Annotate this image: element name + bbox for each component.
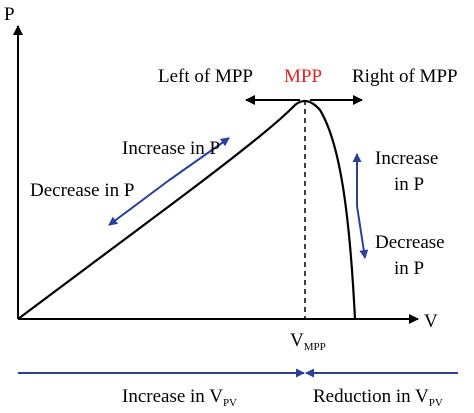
right-decrease-line2: in P (394, 258, 424, 279)
bottom-reduction-label: Reduction in VPV (313, 386, 443, 409)
bottom-reduction-main: Reduction in V (313, 386, 429, 407)
left-increase-label: Increase in P (122, 138, 220, 159)
left-decrease-label: Decrease in P (30, 180, 134, 201)
y-axis-label: P (4, 4, 15, 25)
vmpp-label: VMPP (290, 330, 326, 353)
left-blue-arrow-up (167, 137, 230, 182)
right-increase-line2: in P (394, 174, 424, 195)
mpp-label: MPP (284, 66, 322, 87)
left-blue-arrow-down (108, 180, 169, 226)
vmpp-label-main: V (290, 330, 304, 351)
right-decrease-line1: Decrease (375, 232, 445, 253)
right-increase-line1: Increase (375, 148, 438, 169)
left-of-mpp-label: Left of MPP (158, 66, 253, 87)
bottom-increase-sub: PV (223, 397, 237, 409)
bottom-increase-label: Increase in VPV (122, 386, 237, 409)
right-blue-arrow-down (356, 205, 369, 259)
pv-curve (17, 99, 357, 320)
vmpp-label-sub: MPP (304, 341, 326, 353)
right-of-mpp-label: Right of MPP (352, 66, 458, 87)
x-axis-label: V (424, 311, 438, 332)
bottom-reduction-sub: PV (429, 397, 443, 409)
bottom-increase-main: Increase in V (122, 386, 223, 407)
